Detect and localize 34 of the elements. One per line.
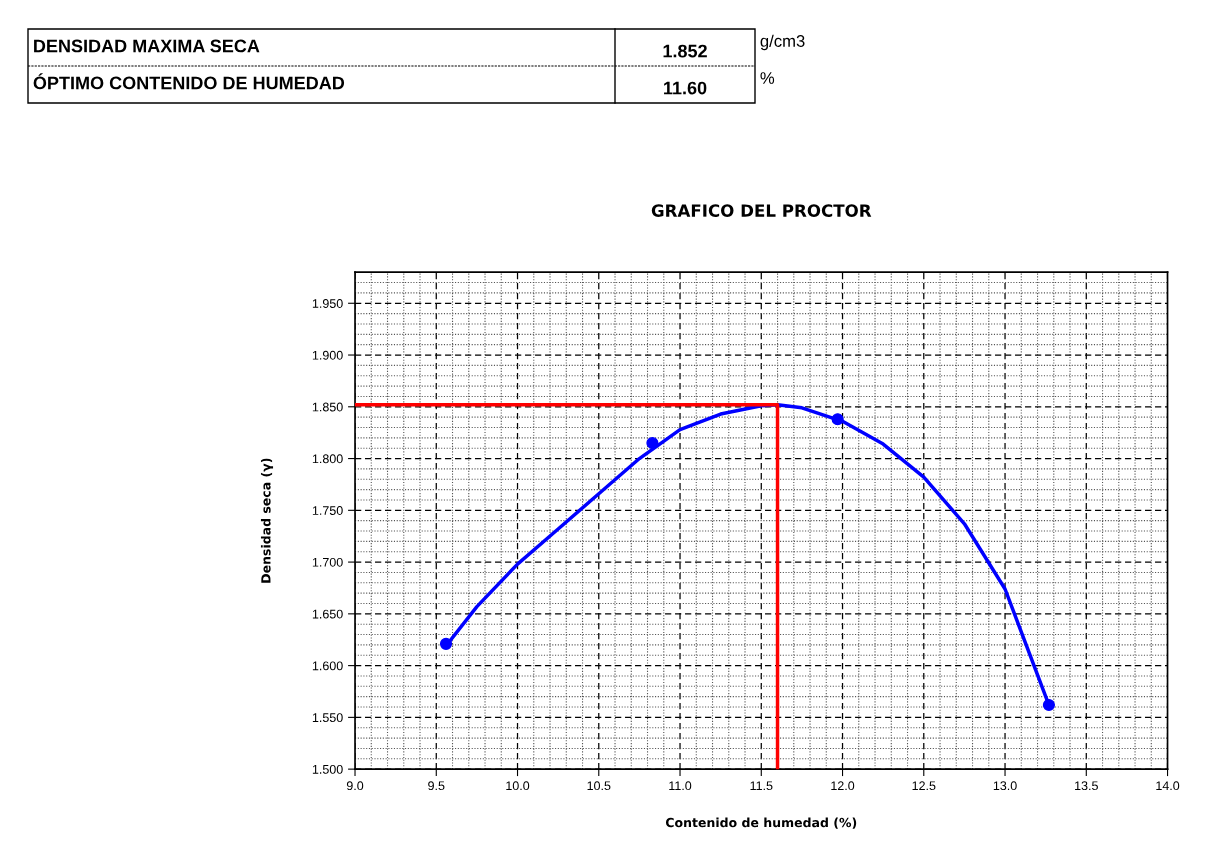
y-axis-title: Densidad seca (γ) <box>260 458 274 583</box>
y-tick-label: 1.850 <box>312 402 343 412</box>
x-tick-label: 11.0 <box>669 781 692 791</box>
chart-title: GRAFICO DEL PROCTOR <box>651 204 872 217</box>
y-tick-label: 1.700 <box>312 557 343 567</box>
x-tick-label: 9.0 <box>346 781 364 791</box>
x-tick-label: 10.5 <box>587 781 611 791</box>
x-tick-label: 12.0 <box>831 781 855 791</box>
x-tick-label: 12.5 <box>912 781 936 791</box>
y-tick-label: 1.900 <box>312 350 343 360</box>
x-tick-label: 13.0 <box>993 781 1017 791</box>
text: DENSIDAD MAXIMA SECA <box>34 39 260 53</box>
point <box>831 413 844 426</box>
x-tick-label: 13.5 <box>1075 781 1098 791</box>
point <box>1042 698 1055 712</box>
y-tick-label: 1.550 <box>312 713 343 723</box>
text: g/cm3 <box>760 34 805 51</box>
point <box>439 637 453 650</box>
y-tick-label: 1.500 <box>312 764 343 774</box>
point <box>646 436 659 450</box>
y-tick-label: 1.600 <box>312 661 343 671</box>
x-tick-label: 10.0 <box>506 781 530 791</box>
text: 11.60 <box>664 81 707 95</box>
y-tick-label: 1.950 <box>312 299 343 308</box>
text: 1.852 <box>663 44 707 58</box>
y-tick-label: 1.650 <box>312 609 343 619</box>
y-tick-label: 1.750 <box>312 506 343 515</box>
x-tick-label: 9.5 <box>428 781 445 791</box>
y-tick-label: 1.800 <box>312 454 343 464</box>
x-tick-label: 11.5 <box>750 781 773 791</box>
text: % <box>760 72 775 84</box>
x-axis-title: Contenido de humedad (%) <box>665 817 857 829</box>
x-tick-label: 14.0 <box>1156 781 1180 791</box>
text: ÓPTIMO CONTENIDO DE HUMEDAD <box>33 73 345 90</box>
